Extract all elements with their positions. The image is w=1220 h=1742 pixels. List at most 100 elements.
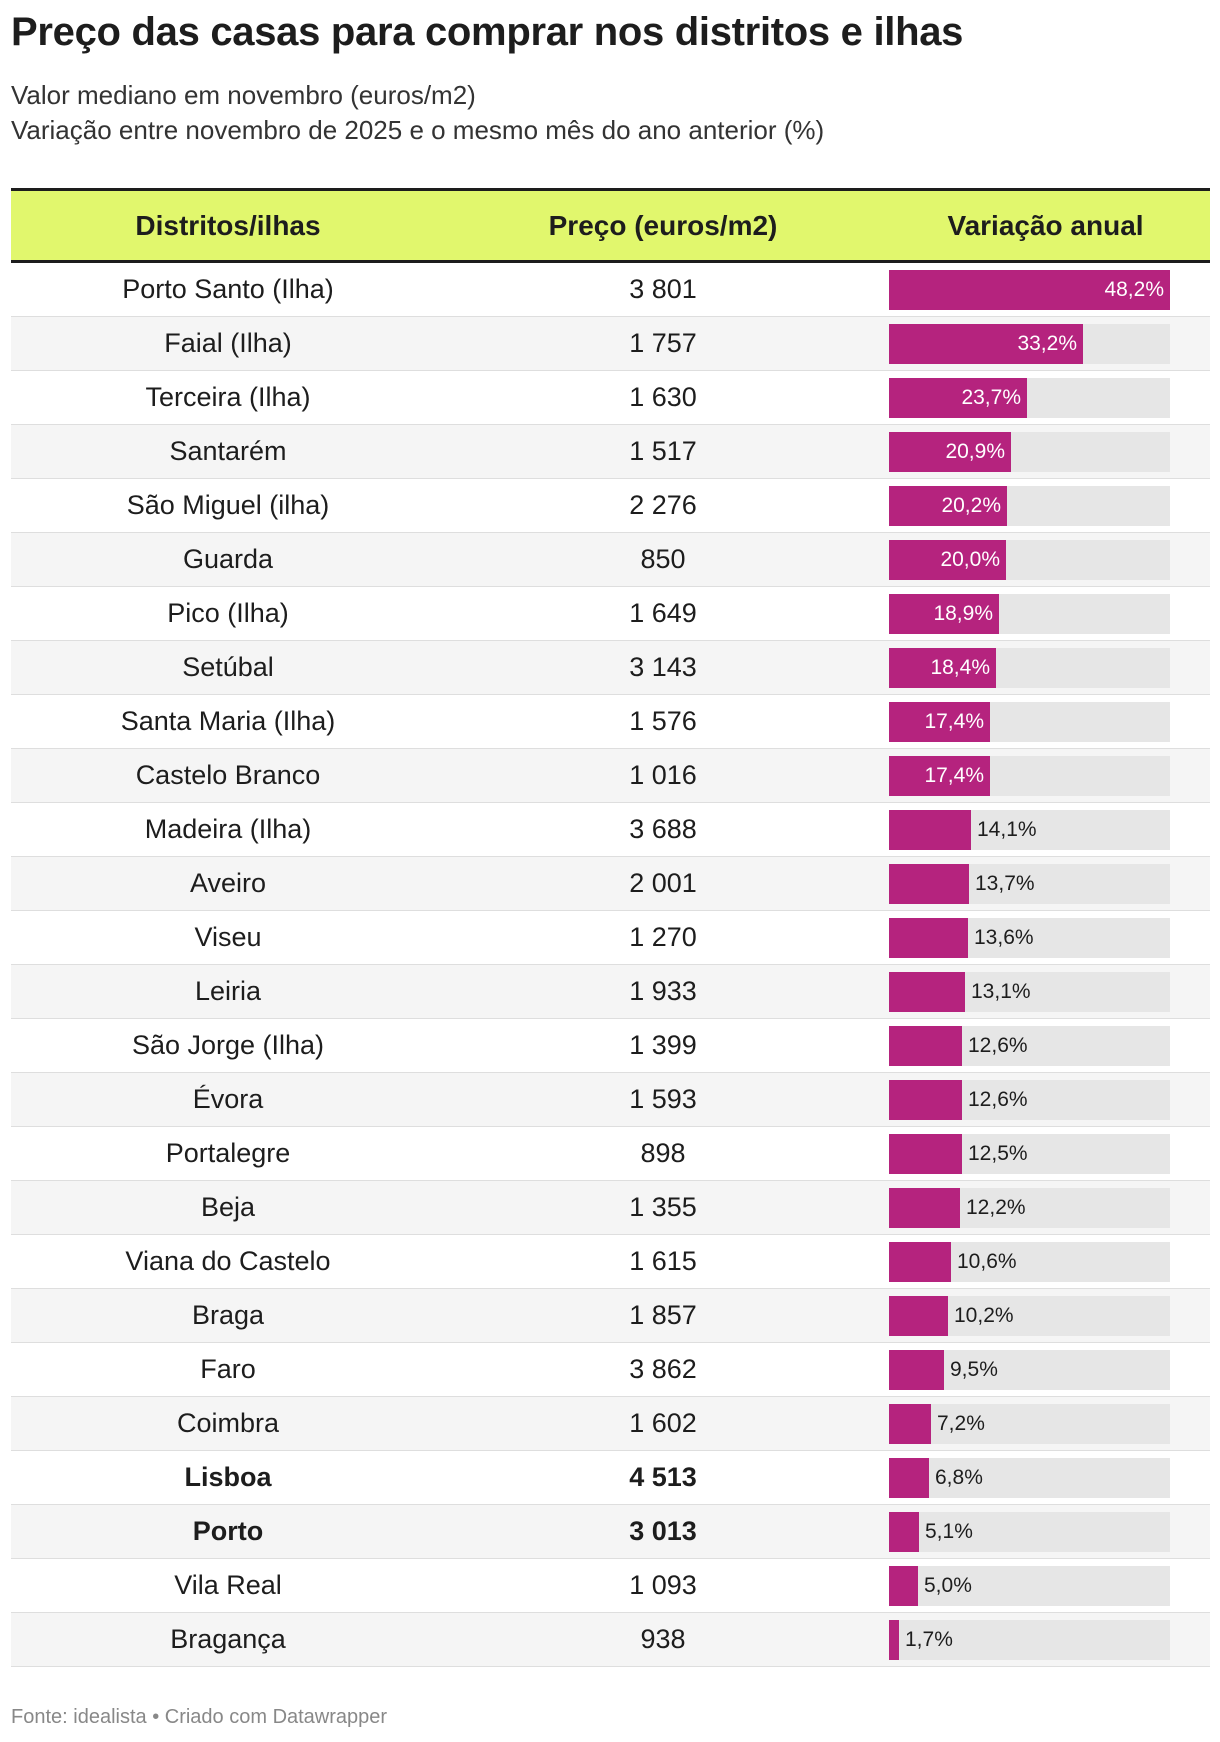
variation-cell: 10,6% — [881, 1235, 1210, 1289]
variation-cell: 13,1% — [881, 965, 1210, 1019]
district-name: Viseu — [194, 922, 262, 952]
variation-bar — [889, 1295, 948, 1336]
variation-cell: 14,1% — [881, 803, 1210, 857]
variation-label: 12,2% — [966, 1195, 1026, 1219]
variation-cell: 10,2% — [881, 1289, 1210, 1343]
variation-cell: 12,6% — [881, 1073, 1210, 1127]
price-value: 2 001 — [629, 868, 697, 898]
variation-bar-track: 6,8% — [889, 1457, 1170, 1498]
district-name: Viana do Castelo — [125, 1246, 331, 1276]
variation-bar-track: 20,9% — [889, 431, 1170, 472]
price-value: 2 276 — [629, 490, 697, 520]
district-name: Faial (Ilha) — [164, 328, 292, 358]
variation-label: 10,6% — [957, 1249, 1017, 1273]
variation-cell: 5,0% — [881, 1559, 1210, 1613]
variation-label: 10,2% — [954, 1303, 1014, 1327]
variation-cell: 17,4% — [881, 749, 1210, 803]
variation-cell: 18,4% — [881, 641, 1210, 695]
variation-label: 33,2% — [1017, 331, 1077, 355]
price-value: 938 — [640, 1624, 686, 1654]
table-row: Guarda 850 20,0% — [11, 533, 1210, 587]
chart-subtitle-2: Variação entre novembro de 2025 e o mesm… — [11, 115, 825, 145]
variation-bar — [889, 1565, 918, 1606]
variation-cell: 12,6% — [881, 1019, 1210, 1073]
table-row: Portalegre 898 12,5% — [11, 1127, 1210, 1181]
variation-bar-track: 18,9% — [889, 593, 1170, 634]
variation-bar — [889, 1241, 951, 1282]
variation-cell: 13,7% — [881, 857, 1210, 911]
variation-bar-track: 10,2% — [889, 1295, 1170, 1336]
price-value: 1 615 — [629, 1246, 697, 1276]
variation-label: 13,1% — [971, 979, 1031, 1003]
variation-bar-track: 23,7% — [889, 377, 1170, 418]
variation-bar-track: 7,2% — [889, 1403, 1170, 1444]
district-name: Aveiro — [189, 868, 267, 898]
price-value: 3 143 — [629, 652, 697, 682]
variation-bar — [889, 431, 1011, 472]
variation-bar — [889, 917, 968, 958]
variation-cell: 20,2% — [881, 479, 1210, 533]
column-header-district[interactable]: Distritos/ilhas — [135, 209, 321, 241]
variation-bar — [889, 593, 999, 634]
price-value: 898 — [640, 1138, 686, 1168]
variation-cell: 33,2% — [881, 317, 1210, 371]
price-value: 1 649 — [629, 598, 697, 628]
table-row: Castelo Branco 1 016 17,4% — [11, 749, 1210, 803]
price-value: 1 602 — [629, 1408, 697, 1438]
table-row: Vila Real 1 093 5,0% — [11, 1559, 1210, 1613]
table-row: Viseu 1 270 13,6% — [11, 911, 1210, 965]
table-body: Porto Santo (Ilha) 3 801 48,2% Faial (Ilha)… — [11, 263, 1210, 1667]
chart-title: Preço das casas para comprar nos distrit… — [11, 10, 964, 54]
table-row: Porto 3 013 5,1% — [11, 1505, 1210, 1559]
variation-bar — [889, 377, 1027, 418]
table-row: São Jorge (Ilha) 1 399 12,6% — [11, 1019, 1210, 1073]
variation-bar — [889, 755, 990, 796]
price-value: 3 013 — [629, 1516, 697, 1546]
source-footer: Fonte: idealista • Criado com Datawrappe… — [11, 1706, 388, 1728]
district-name: Vila Real — [174, 1570, 282, 1600]
district-name: Santa Maria (Ilha) — [120, 706, 336, 736]
variation-bar-track: 5,1% — [889, 1511, 1170, 1552]
variation-label: 20,9% — [945, 439, 1005, 463]
variation-bar-track: 33,2% — [889, 323, 1170, 364]
variation-bar-track: 9,5% — [889, 1349, 1170, 1390]
price-value: 1 270 — [629, 922, 697, 952]
variation-label: 20,0% — [940, 547, 1000, 571]
variation-cell: 7,2% — [881, 1397, 1210, 1451]
column-header-variation[interactable]: Variação anual — [947, 209, 1144, 241]
variation-label: 18,9% — [933, 601, 993, 625]
variation-bar — [889, 323, 1083, 364]
variation-label: 9,5% — [950, 1357, 998, 1381]
variation-bar-track: 14,1% — [889, 809, 1170, 850]
variation-bar — [889, 863, 969, 904]
variation-cell: 20,0% — [881, 533, 1210, 587]
price-value: 1 593 — [629, 1084, 697, 1114]
variation-bar-track: 12,6% — [889, 1079, 1170, 1120]
variation-bar — [889, 1187, 960, 1228]
table-row: Pico (Ilha) 1 649 18,9% — [11, 587, 1210, 641]
price-value: 1 757 — [629, 328, 697, 358]
variation-label: 1,7% — [905, 1627, 953, 1651]
variation-bar — [889, 1349, 944, 1390]
price-value: 1 399 — [629, 1030, 697, 1060]
variation-bar-track: 12,2% — [889, 1187, 1170, 1228]
table-row: Setúbal 3 143 18,4% — [11, 641, 1210, 695]
table-row: Santarém 1 517 20,9% — [11, 425, 1210, 479]
variation-label: 6,8% — [935, 1465, 983, 1489]
column-header-price[interactable]: Preço (euros/m2) — [548, 209, 778, 241]
variation-label: 17,4% — [924, 709, 984, 733]
district-name: São Jorge (Ilha) — [131, 1030, 325, 1060]
variation-label: 14,1% — [977, 817, 1037, 841]
table-row: Lisboa 4 513 6,8% — [11, 1451, 1210, 1505]
variation-cell: 48,2% — [881, 263, 1210, 317]
variation-bar — [889, 809, 971, 850]
district-name: Porto — [192, 1516, 264, 1546]
district-name: Bragança — [170, 1624, 286, 1654]
table-row: Évora 1 593 12,6% — [11, 1073, 1210, 1127]
district-name: Guarda — [182, 544, 274, 574]
table-row: Faro 3 862 9,5% — [11, 1343, 1210, 1397]
variation-bar — [889, 269, 1170, 310]
price-value: 3 688 — [629, 814, 697, 844]
variation-bar — [889, 1619, 899, 1660]
variation-label: 13,7% — [975, 871, 1035, 895]
